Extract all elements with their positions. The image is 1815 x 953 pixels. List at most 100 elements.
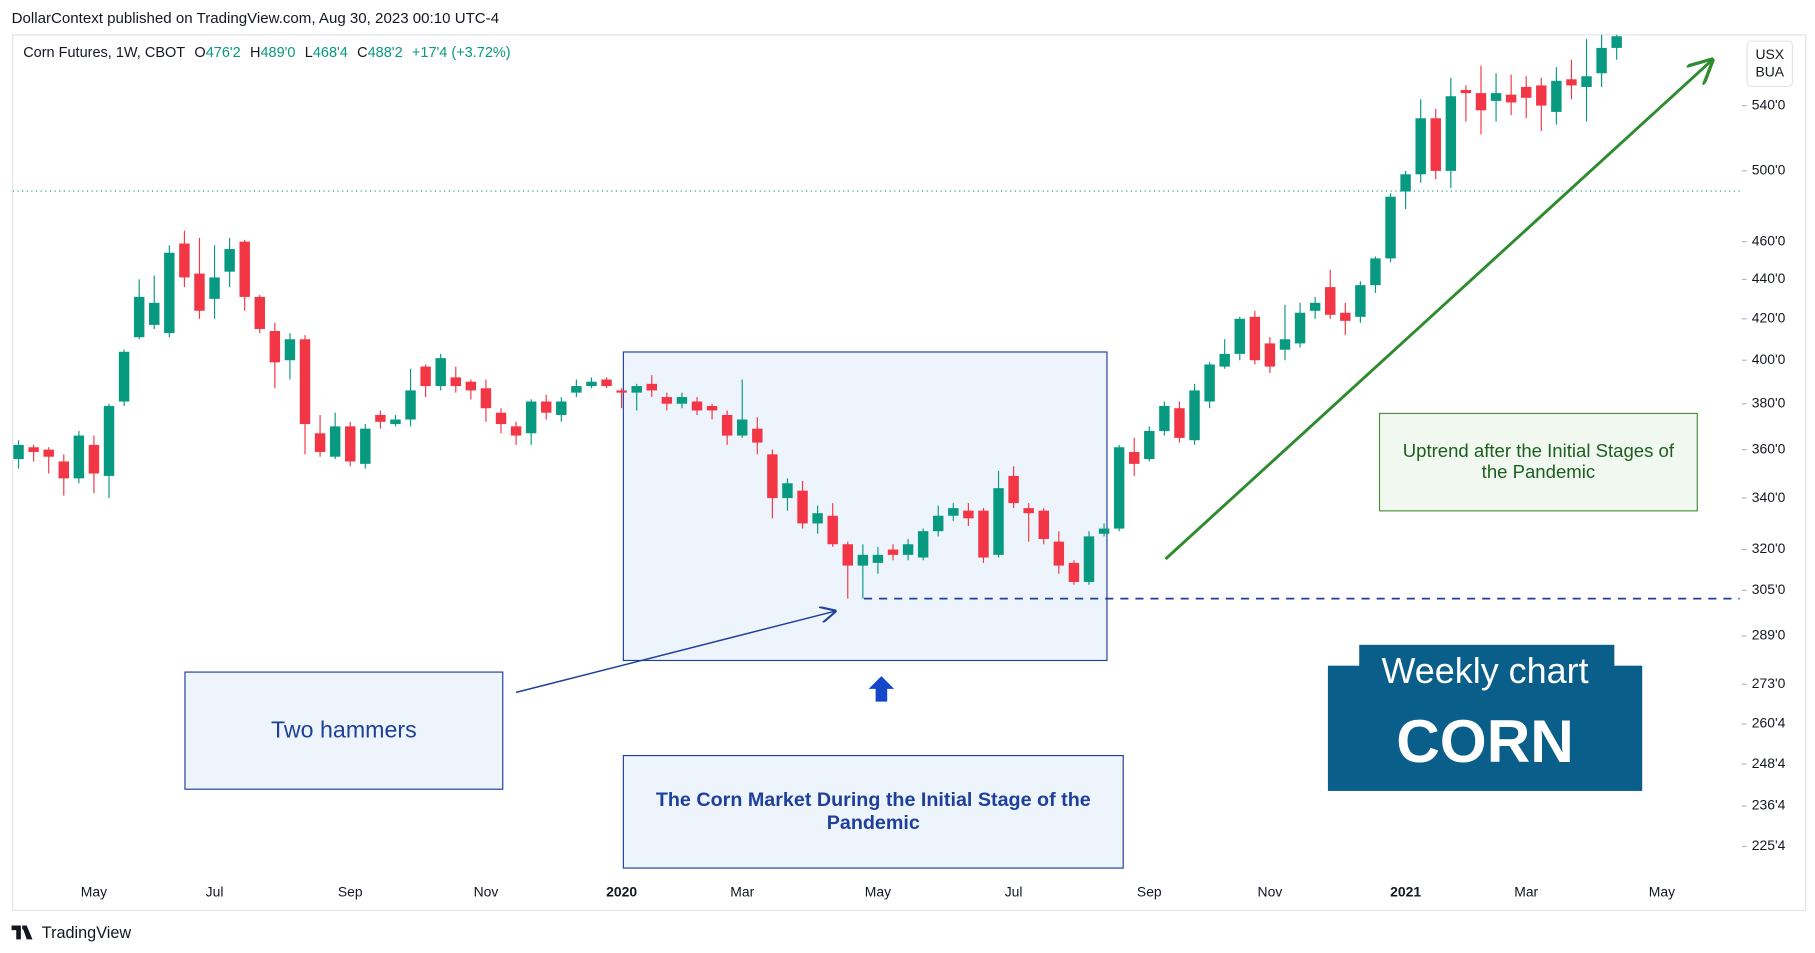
candle-body	[1294, 312, 1306, 344]
y-tick-label: 340'0	[1752, 489, 1786, 505]
legend-value: 468'4	[312, 44, 348, 61]
header: DollarContext published on TradingView.c…	[11, 9, 500, 27]
candle-body	[420, 366, 431, 387]
candle-body	[1129, 451, 1140, 464]
candle-body	[782, 483, 793, 499]
candle-body	[661, 397, 673, 404]
candle-body	[1581, 76, 1592, 87]
y-tick-label: 305'0	[1752, 581, 1786, 597]
legend-key: L	[304, 44, 313, 61]
candle-body	[284, 339, 296, 361]
candle-body	[1415, 118, 1426, 175]
candle-body	[1340, 312, 1351, 321]
pandemic-note: The Corn Market During the Initial Stage…	[622, 754, 1124, 869]
y-tick-label: 225'4	[1752, 837, 1786, 853]
badge-title: CORN	[1396, 708, 1574, 776]
candle-body	[1475, 93, 1487, 111]
candle-body	[857, 554, 869, 566]
legend-symbol: Corn Futures, 1W, CBOT	[23, 44, 186, 61]
candle-body	[1008, 475, 1019, 504]
candle-body	[963, 510, 974, 519]
candle-body	[133, 296, 145, 338]
y-tick-label: 289'0	[1752, 627, 1786, 643]
candle-body	[1219, 353, 1230, 367]
candle-body	[767, 454, 778, 499]
x-tick-label: Mar	[1514, 884, 1538, 900]
candle-body	[1309, 302, 1321, 311]
candle-body	[164, 252, 175, 334]
uptrend-note: Uptrend after the Initial Stages of the …	[1378, 412, 1698, 512]
y-tick-label: 540'0	[1752, 96, 1786, 112]
legend-value: 488'2	[367, 44, 403, 61]
candle-body	[480, 388, 492, 409]
candle-body	[586, 381, 597, 387]
candle-body	[1566, 79, 1577, 86]
candles	[13, 34, 1622, 599]
candle-body	[1264, 343, 1276, 367]
y-tick-label: 500'0	[1752, 162, 1786, 178]
candle-body	[1249, 316, 1261, 361]
candle-body	[43, 449, 54, 457]
candle-body	[842, 544, 853, 566]
candle-body	[902, 544, 914, 555]
candle-body	[917, 531, 929, 558]
candle-body	[254, 296, 266, 329]
candle-body	[1144, 430, 1155, 460]
candle-body	[194, 273, 205, 311]
x-tick-label: Sep	[1137, 884, 1162, 900]
candle-body	[1400, 174, 1411, 192]
x-tick-label: Mar	[730, 884, 754, 900]
candle-body	[1551, 80, 1562, 112]
footer: TradingView	[41, 923, 132, 942]
x-tick-label: Jul	[1005, 884, 1023, 900]
candle-body	[450, 377, 461, 387]
candle-body	[1053, 541, 1065, 566]
candle-body	[797, 490, 808, 524]
candle-body	[1159, 405, 1170, 431]
x-tick-label: Sep	[338, 884, 363, 900]
candle-body	[827, 515, 838, 545]
candle-body	[375, 414, 386, 422]
legend-fields: O476'2 H489'0 L468'4 C488'2	[194, 44, 412, 60]
candle-body	[1279, 339, 1291, 350]
candle-body	[103, 405, 115, 476]
unit-label: USX BUA	[1746, 40, 1793, 87]
candle-body	[887, 549, 899, 555]
candle-body	[737, 419, 748, 436]
candle-body	[1325, 287, 1336, 315]
candle-body	[149, 302, 160, 325]
candle-body	[571, 386, 582, 393]
badge	[1327, 665, 1643, 791]
candle-body	[435, 358, 446, 387]
legend: Corn Futures, 1W, CBOT O476'2 H489'0 L468'4…	[23, 44, 520, 60]
candle-body	[1204, 364, 1215, 402]
candle-body	[73, 435, 85, 479]
trend-arrow	[1164, 60, 1712, 561]
y-tick-label: 360'0	[1752, 440, 1786, 456]
candle-body	[495, 412, 507, 425]
candle-body	[209, 277, 220, 299]
candle-body	[556, 401, 567, 415]
candle-body	[224, 249, 235, 272]
candle-body	[1068, 562, 1080, 582]
candle-body	[1038, 510, 1049, 539]
y-tick-label: 320'0	[1752, 540, 1786, 556]
y-tick-label: 420'0	[1752, 309, 1786, 325]
candle-body	[1174, 408, 1185, 438]
x-tick-label: Jul	[206, 884, 224, 900]
candle-body	[646, 383, 657, 391]
hammers-note: Two hammers	[184, 671, 504, 790]
y-tick-label: 273'0	[1752, 675, 1786, 691]
candle-body	[1113, 447, 1125, 529]
y-tick-label: 380'0	[1752, 394, 1786, 410]
candle-body	[28, 447, 39, 452]
y-tick-label: 236'4	[1752, 797, 1786, 813]
candle-body	[933, 515, 944, 532]
candle-body	[631, 386, 642, 393]
candle-body	[314, 433, 326, 452]
candle-body	[872, 554, 884, 563]
x-tick-label: May	[1649, 884, 1675, 900]
candle-body	[360, 428, 371, 464]
